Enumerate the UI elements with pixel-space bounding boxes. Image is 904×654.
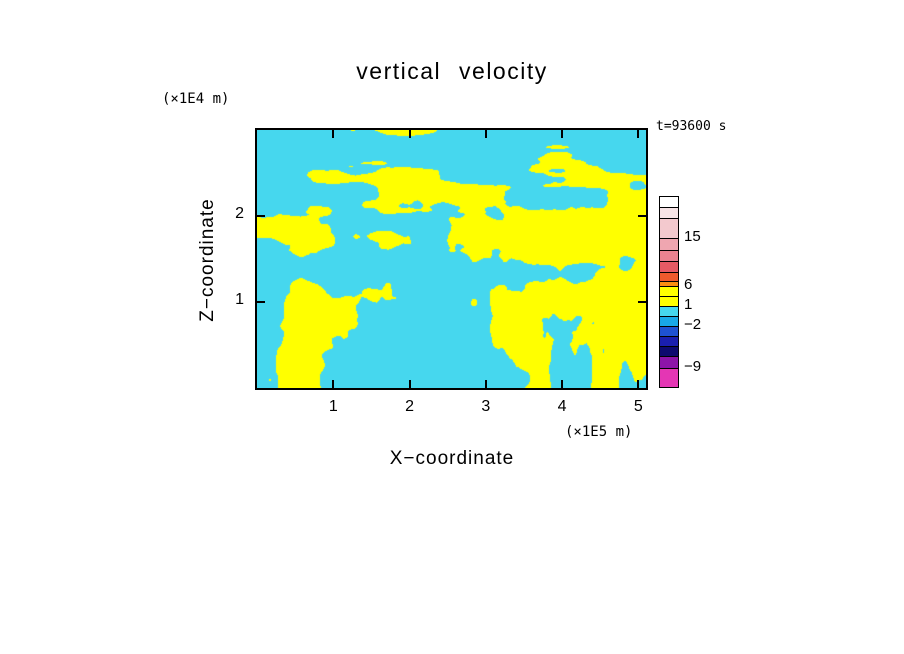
colorbar — [659, 196, 679, 388]
x-tick-mark — [408, 380, 411, 388]
colorbar-segment — [660, 335, 678, 347]
x-tick-mark — [484, 130, 487, 138]
colorbar-segment — [660, 316, 678, 326]
y-tick-mark — [638, 215, 646, 217]
colorbar-tick-label: −2 — [684, 316, 702, 333]
x-tick-mark — [484, 380, 487, 388]
y-tick-label: 2 — [235, 205, 244, 222]
x-tick-label: 2 — [405, 398, 414, 415]
y-tick-label: 1 — [235, 291, 244, 308]
colorbar-segment — [660, 217, 678, 239]
y-tick-mark — [257, 215, 265, 217]
x-tick-label: 3 — [481, 398, 491, 415]
colorbar-segment — [660, 295, 678, 306]
x-axis-unit: (×1E5 m) — [565, 424, 633, 440]
colorbar-segment — [660, 285, 678, 296]
x-tick-mark — [332, 380, 335, 388]
plot-frame — [255, 128, 648, 390]
chart-title: vertical velocity — [356, 58, 548, 84]
colorbar-segment — [660, 249, 678, 262]
x-tick-mark — [332, 130, 335, 138]
x-tick-mark — [637, 130, 640, 138]
y-tick-mark — [638, 301, 646, 303]
colorbar-segment — [660, 238, 678, 250]
colorbar-tick-label: 6 — [684, 275, 693, 293]
x-tick-label: 5 — [633, 398, 643, 415]
colorbar-segment — [660, 280, 678, 286]
colorbar-segment — [660, 305, 678, 317]
colorbar-segment — [660, 271, 678, 281]
x-tick-mark — [408, 130, 411, 138]
x-tick-label: 1 — [328, 398, 338, 415]
x-tick-label: 4 — [557, 398, 567, 415]
x-tick-mark — [561, 380, 564, 388]
colorbar-segment — [660, 207, 678, 218]
colorbar-segment — [660, 346, 678, 357]
y-tick-mark — [257, 301, 265, 303]
time-annotation: t=93600 s — [656, 119, 727, 134]
colorbar-segment — [660, 356, 678, 368]
colorbar-tick-label: 15 — [684, 228, 701, 246]
x-tick-mark — [561, 130, 564, 138]
heatmap-canvas — [257, 130, 646, 388]
y-axis-unit: (×1E4 m) — [162, 91, 230, 107]
colorbar-segment — [660, 261, 678, 272]
x-axis-label: X−coordinate — [389, 448, 515, 469]
colorbar-tick-label: −9 — [684, 358, 702, 375]
colorbar-segment — [660, 325, 678, 336]
x-tick-mark — [637, 380, 640, 388]
colorbar-segment — [660, 367, 678, 387]
colorbar-segment — [660, 197, 678, 208]
colorbar-tick-label: 1 — [684, 296, 693, 314]
